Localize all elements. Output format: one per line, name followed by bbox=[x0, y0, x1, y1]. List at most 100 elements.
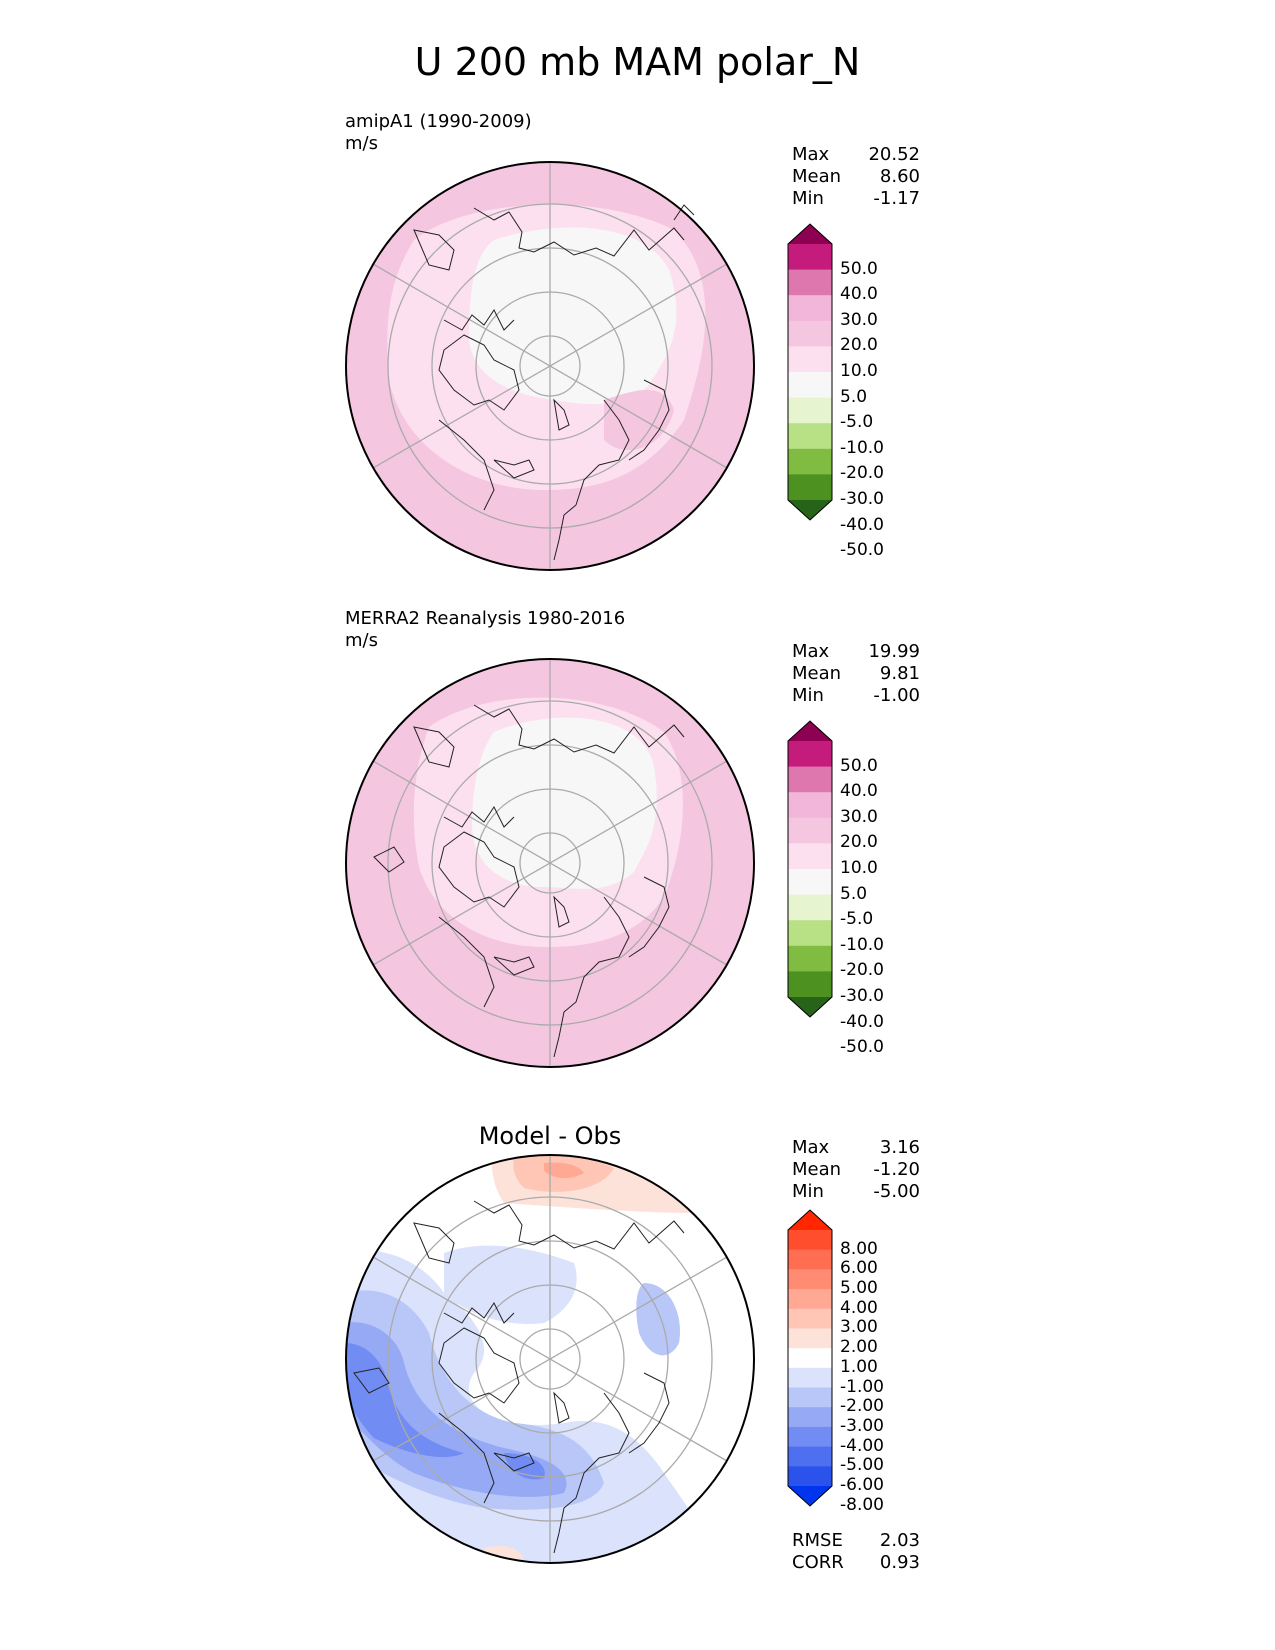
field-neg4b bbox=[504, 1453, 545, 1480]
map-border bbox=[345, 658, 755, 1068]
panel-units: m/s bbox=[345, 133, 378, 154]
colorbar-extend-bottom bbox=[788, 997, 832, 1017]
colorbar-tick-label: -8.00 bbox=[840, 1494, 884, 1515]
colorbar-tick-label: -5.00 bbox=[840, 1455, 884, 1476]
colorbar-tick-label: 10.0 bbox=[840, 361, 878, 381]
colorbar-tick-label: 8.00 bbox=[840, 1238, 878, 1259]
colorbar-swatch bbox=[788, 1230, 832, 1251]
colorbar-swatch bbox=[788, 766, 832, 793]
stat-label-max: Max bbox=[792, 641, 830, 662]
colorbar-tick-label: 3.00 bbox=[840, 1317, 878, 1338]
colorbar-swatch bbox=[788, 397, 832, 424]
stat-label-max: Max bbox=[792, 144, 830, 165]
colorbar-swatches bbox=[787, 720, 833, 1018]
colorbar-swatch bbox=[788, 971, 832, 998]
colorbar-tick-label: -4.00 bbox=[840, 1435, 884, 1456]
stats-box: Max 20.52 Mean 8.60 Min -1.17 bbox=[792, 144, 920, 210]
map-border bbox=[345, 161, 755, 571]
colorbar: 50.0 40.0 30.0 20.0 10.0 5.0 -5.0 -10.0 -20.0 -30… bbox=[787, 720, 898, 1056]
colorbar-tick-label: -3.00 bbox=[840, 1415, 884, 1436]
colorbar-tick-label: -20.0 bbox=[840, 463, 884, 484]
field-cap bbox=[472, 717, 657, 889]
field-neg1b bbox=[444, 1245, 577, 1324]
stat-label-min: Min bbox=[792, 1181, 824, 1202]
colorbar-tick-label: -5.0 bbox=[840, 909, 874, 930]
field-neg4 bbox=[346, 1343, 464, 1458]
colorbar-extend-bottom bbox=[788, 500, 832, 520]
colorbar-swatch bbox=[788, 423, 832, 450]
colorbar-swatch bbox=[788, 372, 832, 399]
colorbar-swatch bbox=[788, 843, 832, 870]
stat-min: -1.00 bbox=[873, 685, 920, 706]
stat-label-mean: Mean bbox=[792, 166, 842, 187]
colorbar-tick-label: 2.00 bbox=[840, 1337, 878, 1358]
stat-max: 3.16 bbox=[879, 1137, 920, 1158]
colorbar-tick-label: 50.0 bbox=[840, 755, 878, 776]
colorbar-tick-label: 40.0 bbox=[840, 781, 878, 802]
colorbar-swatch bbox=[788, 741, 832, 768]
map-border bbox=[345, 1154, 755, 1564]
colorbar-tick-label: 20.0 bbox=[840, 335, 878, 356]
colorbar-swatch bbox=[788, 346, 832, 373]
stats-box: Max 3.16 Mean -1.20 Min -5.00 bbox=[792, 1137, 920, 1203]
stat-mean: 9.81 bbox=[879, 663, 920, 684]
colorbar-tick-label: 40.0 bbox=[840, 284, 878, 305]
colorbar-swatch bbox=[788, 1269, 832, 1290]
colorbar-tick-label: -1.00 bbox=[840, 1376, 884, 1397]
colorbar-swatch bbox=[788, 869, 832, 896]
colorbar-swatch bbox=[788, 1348, 832, 1369]
colorbar-outline bbox=[787, 223, 833, 521]
colorbar-swatch bbox=[788, 920, 832, 947]
colorbar-outline bbox=[787, 1209, 833, 1507]
stat-mean: -1.20 bbox=[873, 1159, 920, 1180]
colorbar-swatch bbox=[788, 894, 832, 921]
stat-label-mean: Mean bbox=[792, 663, 842, 684]
colorbar-swatches bbox=[787, 223, 833, 521]
colorbar-tick-label: -20.0 bbox=[840, 960, 884, 981]
colorbar-tick-label: 30.0 bbox=[840, 309, 878, 330]
stat-label-max: Max bbox=[792, 1137, 830, 1158]
colorbar-extend-top bbox=[788, 721, 832, 741]
field-neg2b bbox=[636, 1283, 680, 1356]
colorbar-tick-label: -10.0 bbox=[840, 934, 884, 955]
field-pos3 bbox=[544, 1162, 584, 1179]
stat-max: 20.52 bbox=[868, 144, 920, 165]
colorbar-swatch bbox=[788, 945, 832, 972]
colorbar-swatch bbox=[788, 1328, 832, 1349]
score-box: RMSE 2.03 CORR 0.93 bbox=[792, 1530, 920, 1574]
coastlines bbox=[353, 1200, 685, 1554]
colorbar-swatch bbox=[788, 792, 832, 819]
colorbar-extend-top bbox=[788, 224, 832, 244]
stat-mean: 8.60 bbox=[879, 166, 920, 187]
colorbar-swatch bbox=[788, 295, 832, 322]
colorbar-tick-label: 20.0 bbox=[840, 832, 878, 853]
colorbar: 8.00 6.00 5.00 4.00 3.00 2.00 1.00 -1.00 -2.00 -3… bbox=[787, 1209, 898, 1513]
panel-title: amipA1 (1990-2009) bbox=[345, 111, 532, 132]
colorbar-extend-top bbox=[788, 1210, 832, 1230]
panel-title: MERRA2 Reanalysis 1980-2016 bbox=[345, 608, 626, 629]
colorbar-tick-label: 1.00 bbox=[840, 1356, 878, 1377]
colorbar-tick-label: -50.0 bbox=[840, 1037, 884, 1058]
colorbar-tick-label: -5.0 bbox=[840, 412, 874, 433]
stats-box: Max 19.99 Mean 9.81 Min -1.00 bbox=[792, 641, 920, 707]
colorbar-tick-label: -40.0 bbox=[840, 1011, 884, 1032]
coastlines bbox=[413, 204, 695, 561]
colorbar-swatch bbox=[788, 244, 832, 271]
graticule bbox=[372, 162, 728, 570]
stat-max: 19.99 bbox=[868, 641, 920, 662]
field-patch bbox=[604, 390, 674, 450]
colorbar-swatches bbox=[787, 1209, 833, 1507]
polar-map bbox=[345, 161, 755, 571]
colorbar-extend-bottom bbox=[788, 1486, 832, 1506]
panel-units: m/s bbox=[345, 630, 378, 651]
colorbar-swatch bbox=[788, 474, 832, 501]
panel-title: Model - Obs bbox=[478, 1122, 622, 1150]
figure-title: U 200 mb MAM polar_N bbox=[414, 40, 861, 84]
colorbar-swatch bbox=[788, 1446, 832, 1467]
colorbar-swatch bbox=[788, 1426, 832, 1448]
colorbar-tick-label: -10.0 bbox=[840, 437, 884, 458]
colorbar-swatch bbox=[788, 1466, 832, 1487]
colorbar-swatch bbox=[788, 1289, 832, 1310]
polar-map bbox=[345, 1154, 755, 1564]
colorbar-swatch bbox=[788, 448, 832, 475]
